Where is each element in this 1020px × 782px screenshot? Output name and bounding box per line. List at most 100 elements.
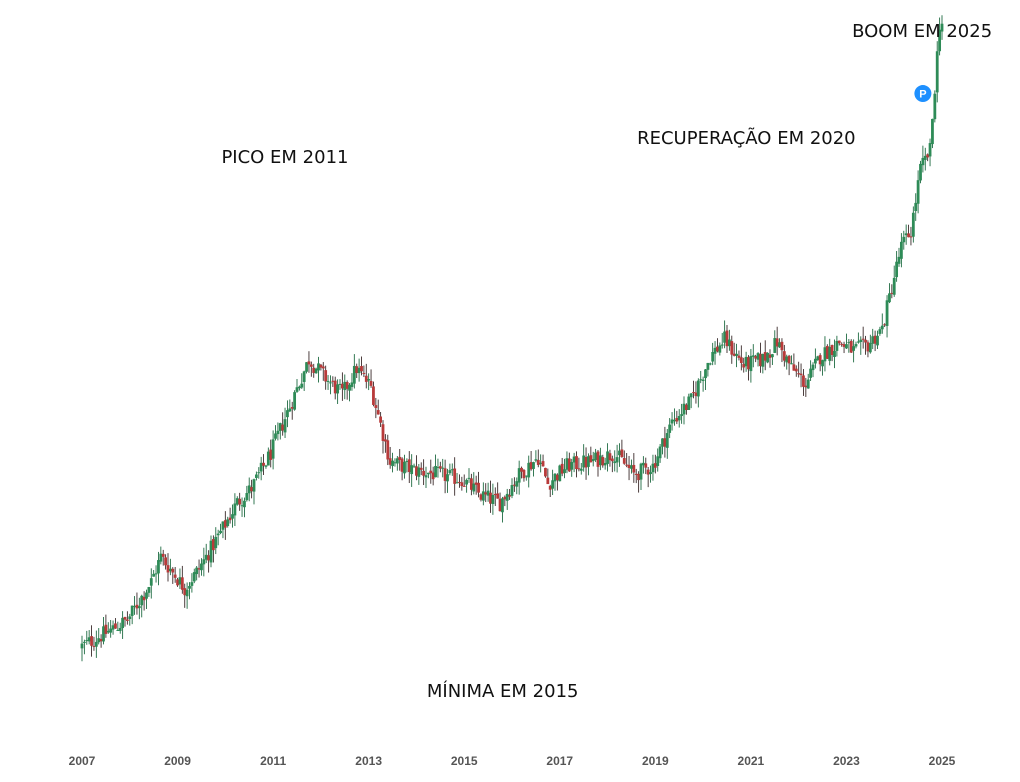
candle-body — [269, 449, 273, 460]
candle-body — [787, 355, 791, 364]
candle-body — [209, 540, 213, 563]
candle-body — [352, 365, 356, 384]
candle-body — [508, 495, 512, 497]
candle-body — [403, 461, 406, 474]
candle-body — [637, 473, 641, 481]
candle-body — [780, 341, 784, 351]
candle-body — [754, 356, 758, 359]
candle-body — [622, 458, 626, 464]
candle-body — [309, 364, 313, 367]
candle-body — [178, 577, 182, 585]
candle-body — [837, 340, 841, 344]
candle-body — [462, 485, 466, 487]
candle-body — [99, 638, 103, 642]
candle-body — [840, 343, 844, 345]
candle-body — [161, 553, 165, 557]
candle-body — [651, 463, 655, 473]
candle-body — [340, 383, 344, 389]
candle-body — [245, 493, 249, 501]
candle-body — [128, 616, 132, 620]
candle-body — [491, 494, 495, 505]
candle-body — [701, 379, 705, 381]
candle-body — [446, 474, 449, 482]
candle-body — [845, 344, 848, 349]
candle-body — [656, 456, 660, 467]
candle-body — [288, 408, 292, 412]
candle-body — [472, 483, 476, 492]
candle-body — [620, 449, 624, 458]
candle-body — [424, 475, 428, 478]
candle-body — [410, 465, 414, 475]
candle-body — [859, 339, 863, 343]
candle-body — [383, 439, 387, 442]
candle-body — [649, 472, 652, 475]
candle-body — [465, 479, 469, 485]
candle-body — [665, 433, 669, 448]
candle-body — [479, 494, 483, 500]
candle-body — [572, 456, 576, 463]
candle-body — [283, 419, 287, 433]
candle-body — [888, 293, 891, 303]
candle-body — [809, 368, 813, 378]
candle-body — [553, 473, 557, 482]
candle-body — [926, 154, 930, 158]
candle-body — [646, 469, 650, 475]
candle-body — [708, 363, 712, 365]
candle-body — [195, 567, 199, 575]
candle-body — [118, 627, 122, 631]
candle-body — [97, 638, 101, 643]
candle-body — [718, 345, 722, 353]
candle-body — [259, 462, 263, 472]
candle-body — [864, 339, 867, 343]
candle-body — [460, 482, 464, 487]
candle-body — [510, 485, 514, 496]
candle-body — [806, 379, 810, 389]
marker-circle — [914, 85, 932, 103]
candle-body — [300, 383, 304, 388]
candle-body — [415, 466, 418, 476]
x-tick-label: 2017 — [546, 754, 574, 768]
candle-body — [453, 468, 457, 484]
candle-body — [522, 470, 526, 479]
candle-body — [145, 592, 148, 599]
candle-body — [286, 410, 289, 418]
candle-body — [171, 568, 175, 573]
annotation-label: BOOM EM 2025 — [852, 21, 993, 43]
candle-body — [211, 539, 215, 551]
candle-body — [168, 568, 172, 572]
x-tick-label: 2013 — [355, 754, 383, 768]
annotation-label: RECUPERAÇÃO EM 2020 — [637, 128, 856, 150]
candle-body — [797, 373, 801, 375]
candle-body — [591, 459, 595, 462]
candle-body — [376, 410, 380, 415]
candle-body — [661, 438, 664, 447]
candle-body — [226, 519, 230, 527]
candle-body — [644, 463, 648, 468]
candle-body — [90, 636, 93, 646]
candle-body — [312, 367, 316, 373]
candle-body — [192, 572, 196, 582]
candle-body — [792, 364, 796, 371]
candle-body — [878, 329, 882, 334]
candle-body — [324, 370, 328, 382]
candle-body — [885, 300, 889, 326]
candle-body — [931, 118, 934, 145]
candle-body — [560, 463, 564, 474]
candle-body — [747, 357, 750, 370]
candle-body — [584, 457, 588, 468]
candle-body — [663, 438, 667, 447]
candle-body — [295, 387, 299, 392]
candle-body — [524, 475, 528, 477]
candle-body — [238, 498, 242, 505]
candle-body — [567, 458, 571, 472]
candle-body — [904, 233, 908, 236]
candle-body — [919, 163, 922, 181]
candle-body — [589, 455, 593, 463]
candle-body — [680, 414, 684, 416]
candle-body — [262, 462, 265, 466]
candle-body — [587, 456, 590, 467]
candle-body — [527, 462, 531, 478]
candle-body — [565, 458, 569, 470]
candle-body — [231, 514, 234, 519]
candle-body — [135, 604, 139, 609]
